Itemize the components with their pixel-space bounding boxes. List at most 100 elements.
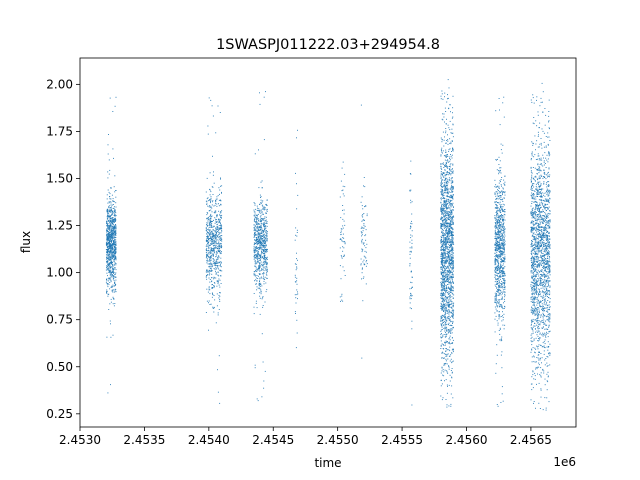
data-point <box>254 243 255 245</box>
data-point <box>215 233 217 234</box>
data-point <box>449 281 451 283</box>
data-point <box>446 309 448 311</box>
data-point <box>108 264 109 266</box>
data-point <box>343 254 345 256</box>
data-point <box>449 298 451 300</box>
data-point <box>110 251 112 252</box>
data-point <box>217 369 218 371</box>
data-point <box>448 349 450 351</box>
data-point <box>440 211 442 212</box>
data-point <box>213 285 215 287</box>
data-point <box>443 292 444 294</box>
data-point <box>258 282 260 284</box>
data-point <box>255 300 257 302</box>
data-point <box>209 304 211 305</box>
data-point <box>264 229 266 231</box>
data-point <box>107 263 108 265</box>
data-point <box>411 404 413 406</box>
data-point <box>497 261 499 263</box>
data-point <box>496 248 498 250</box>
data-point <box>441 179 443 181</box>
data-point <box>215 253 217 255</box>
data-point <box>443 185 445 187</box>
data-point <box>107 235 109 237</box>
data-point <box>296 289 298 291</box>
data-point <box>495 239 497 241</box>
data-point <box>205 229 207 231</box>
data-point <box>502 273 504 275</box>
data-point <box>113 240 115 241</box>
data-point <box>109 223 111 225</box>
data-point <box>450 235 452 236</box>
data-point <box>262 239 264 241</box>
data-point <box>366 263 368 265</box>
data-point <box>219 222 221 224</box>
data-point <box>503 179 505 181</box>
data-point <box>113 247 115 249</box>
data-point <box>410 160 412 162</box>
data-point <box>260 241 262 243</box>
data-point <box>452 149 453 151</box>
data-point <box>494 244 496 246</box>
data-point <box>496 278 498 280</box>
data-point <box>342 185 344 187</box>
data-point <box>448 306 450 308</box>
data-point <box>266 271 268 273</box>
data-point <box>444 278 445 280</box>
data-point <box>113 271 115 273</box>
data-point <box>253 236 255 238</box>
data-point <box>446 278 448 280</box>
data-point <box>443 233 445 234</box>
data-point <box>210 196 212 198</box>
data-point <box>215 210 217 212</box>
data-point <box>108 231 110 233</box>
data-point <box>216 255 218 257</box>
data-point <box>497 267 499 269</box>
data-point <box>206 274 208 276</box>
data-point <box>447 231 449 233</box>
data-point <box>110 247 112 249</box>
data-point <box>494 249 496 250</box>
data-point <box>111 213 113 215</box>
data-point <box>501 234 503 236</box>
data-point <box>112 243 114 244</box>
data-point <box>450 163 452 165</box>
data-point <box>445 220 447 222</box>
data-point <box>504 240 506 242</box>
data-point <box>441 271 443 273</box>
data-point <box>451 259 453 261</box>
data-point <box>445 229 447 231</box>
data-point <box>264 370 266 372</box>
data-point <box>260 230 262 232</box>
data-point <box>214 282 216 284</box>
data-point <box>260 221 262 223</box>
data-point <box>449 214 451 215</box>
data-point <box>444 304 446 305</box>
data-point <box>499 238 501 240</box>
data-point <box>255 229 257 231</box>
data-point <box>444 234 446 236</box>
data-point <box>263 225 265 227</box>
data-point <box>205 312 207 313</box>
data-point <box>361 227 363 229</box>
data-point <box>409 296 411 298</box>
data-point <box>496 265 498 267</box>
data-point <box>449 303 451 305</box>
data-point <box>114 225 115 227</box>
data-point <box>218 219 220 221</box>
data-point <box>106 241 107 243</box>
data-point <box>109 247 111 249</box>
data-point <box>106 283 108 284</box>
data-point <box>256 275 258 276</box>
data-point <box>450 276 452 278</box>
data-point <box>115 245 117 246</box>
data-point <box>258 267 260 269</box>
data-point <box>501 185 502 187</box>
data-point <box>111 230 113 232</box>
data-point <box>254 226 256 228</box>
data-point <box>110 272 112 274</box>
data-point <box>365 247 367 249</box>
data-point <box>254 261 256 263</box>
data-point <box>441 93 443 95</box>
data-point <box>452 309 454 311</box>
